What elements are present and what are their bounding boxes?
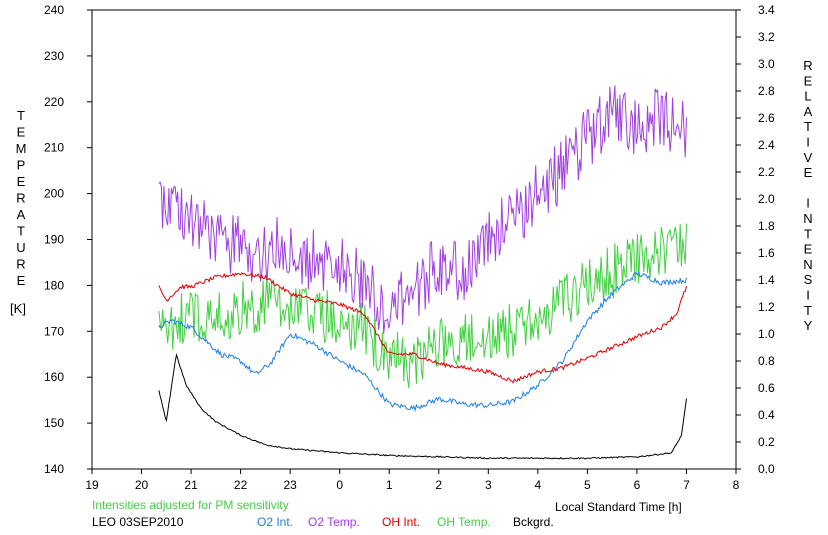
y-right-tick-label: 1.8: [758, 219, 775, 233]
plot-area: [91, 9, 737, 470]
y-right-tick-label: 3.0: [758, 57, 775, 71]
y-right-tick-label: 1.2: [758, 300, 775, 314]
y-right-tick-label: 0.4: [758, 408, 775, 422]
series-line-o2-int: [158, 270, 687, 413]
y-right-tick-label: 0.0: [758, 462, 775, 476]
x-tick-label: 3: [485, 478, 492, 492]
x-tick-label: 19: [85, 478, 99, 492]
y-left-tick-label: 150: [44, 416, 64, 430]
y-left-tick-label: 200: [44, 187, 64, 201]
series-line-bckgrd: [158, 353, 687, 460]
x-tick-label: 5: [584, 478, 591, 492]
axes: [87, 9, 741, 474]
y-right-tick-label: 3.2: [758, 30, 775, 44]
y-right-tick-label: 2.8: [758, 84, 775, 98]
y-left-tick-label: 180: [44, 278, 64, 292]
labels: 19 20 21 22 23 0 1 2 3 4 5 6 7 8140150160170180190200…: [10, 3, 813, 529]
x-tick-label: 23: [283, 478, 297, 492]
legend-entry: O2 Int.: [257, 515, 293, 529]
y-left-tick-label: 230: [44, 49, 64, 63]
y-left-tick-label: 190: [44, 233, 64, 247]
x-tick-label: 7: [683, 478, 690, 492]
y-right-tick-label: 2.4: [758, 138, 775, 152]
x-tick-label: 0: [336, 478, 343, 492]
x-tick-label: 8: [733, 478, 740, 492]
legend-entry: OH Int.: [382, 515, 420, 529]
series-layer: [158, 85, 687, 460]
legend-entry: O2 Temp.: [308, 515, 360, 529]
x-tick-label: 20: [135, 478, 149, 492]
x-tick-label: 2: [435, 478, 442, 492]
adjustment-note: Intensities adjusted for PM sensitivity: [92, 498, 289, 512]
y-right-tick-label: 2.2: [758, 165, 775, 179]
station-date-label: LEO 03SEP2010: [92, 515, 184, 529]
y-right-tick-label: 2.6: [758, 111, 775, 125]
x-tick-label: 21: [184, 478, 198, 492]
x-tick-label: 22: [234, 478, 248, 492]
y-right-tick-label: 3.4: [758, 3, 775, 17]
legend-entry: OH Temp.: [437, 515, 491, 529]
y-right-tick-label: 2.0: [758, 192, 775, 206]
y-right-tick-label: 0.6: [758, 381, 775, 395]
y-left-tick-label: 170: [44, 324, 64, 338]
y-right-tick-label: 0.2: [758, 435, 775, 449]
x-tick-label: 4: [535, 478, 542, 492]
legend-entry: Bckgrd.: [513, 515, 554, 529]
y-left-tick-label: 240: [44, 3, 64, 17]
y-left-tick-label: 160: [44, 370, 64, 384]
x-tick-label: 6: [634, 478, 641, 492]
series-line-oh-int: [158, 272, 687, 384]
y-right-tick-label: 1.6: [758, 246, 775, 260]
y-left-tick-label: 210: [44, 141, 64, 155]
y-left-tick-label: 220: [44, 95, 64, 109]
x-axis-title: Local Standard Time [h]: [555, 500, 682, 514]
series-line-oh-temp: [158, 223, 687, 389]
y-right-tick-label: 0.8: [758, 354, 775, 368]
y-right-tick-label: 1.4: [758, 273, 775, 287]
y-left-tick-label: 140: [44, 462, 64, 476]
x-tick-label: 1: [386, 478, 393, 492]
y-left-axis-unit: [K]: [10, 301, 26, 316]
series-line-o2-temp: [158, 85, 687, 334]
y-right-tick-label: 1.0: [758, 327, 775, 341]
